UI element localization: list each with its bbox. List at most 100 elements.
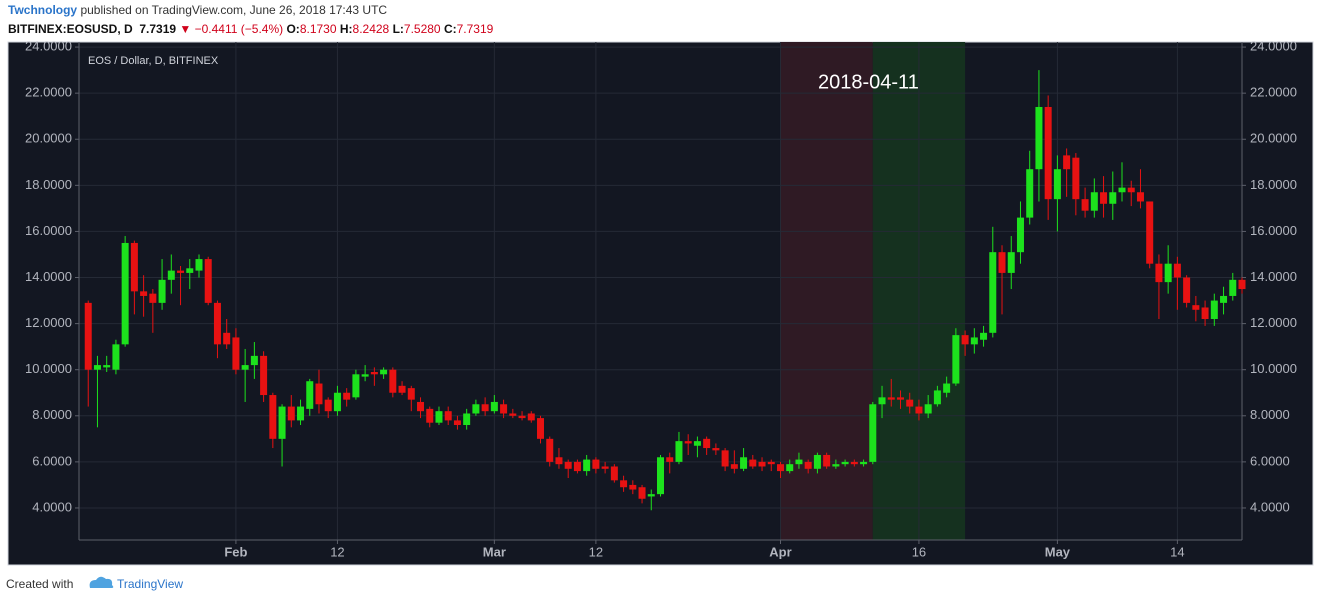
candle-body xyxy=(241,365,249,370)
candle-body xyxy=(149,293,157,303)
candle-body xyxy=(860,461,868,465)
y-tick-label: 12.0000 xyxy=(25,315,72,330)
tradingview-logo[interactable] xyxy=(89,576,114,588)
candle-body xyxy=(1173,263,1181,278)
candle-body xyxy=(980,332,988,340)
candle-body xyxy=(204,259,212,303)
candle-body xyxy=(361,374,369,377)
candle-body xyxy=(435,411,443,423)
candle-body xyxy=(841,461,849,465)
candle-body xyxy=(776,464,784,472)
candle-body xyxy=(130,242,138,292)
candle-body xyxy=(1072,157,1080,200)
candle-body xyxy=(186,268,194,273)
candle-body xyxy=(610,466,618,481)
candle-body xyxy=(1007,252,1015,273)
publish-line: Twchnology published on TradingView.com,… xyxy=(8,3,387,17)
candle-body xyxy=(1118,187,1126,193)
x-tick-label: 14 xyxy=(1170,544,1184,559)
candle-body xyxy=(490,401,498,412)
symbol: BITFINEX:EOSUSD, D xyxy=(8,22,133,36)
candle-body xyxy=(315,383,323,405)
candle-body xyxy=(758,461,766,467)
candle-body xyxy=(970,337,978,345)
candle-body xyxy=(869,404,877,462)
candle-body xyxy=(306,381,314,409)
candle-body xyxy=(398,385,406,393)
footer-brand[interactable]: TradingView xyxy=(117,577,183,591)
candle-body xyxy=(177,270,185,273)
candle-body xyxy=(1238,279,1246,290)
ohlc-label: O: xyxy=(286,22,300,36)
y-tick-label: 14.0000 xyxy=(25,269,72,284)
candle-body xyxy=(527,413,535,421)
candle-body xyxy=(500,404,508,414)
x-tick-label: Feb xyxy=(224,544,247,559)
ohlc-value: 8.1730 xyxy=(299,22,337,36)
candle-body xyxy=(1192,305,1200,310)
candle-body xyxy=(601,466,609,469)
candle-body xyxy=(93,365,101,370)
candle-body xyxy=(795,459,803,465)
candle-body xyxy=(1109,192,1117,204)
candle-body xyxy=(343,392,351,400)
candle-body xyxy=(712,448,720,451)
candle-body xyxy=(103,365,111,368)
ohlc-value: 8.2428 xyxy=(352,22,390,36)
author[interactable]: Twchnology xyxy=(8,3,78,17)
candle-body xyxy=(740,457,748,469)
highlight-band xyxy=(780,42,873,540)
candle-body xyxy=(767,461,775,465)
candle-body xyxy=(823,454,831,467)
x-tick-label: Apr xyxy=(769,544,791,559)
candle-body xyxy=(555,457,563,465)
candle-body xyxy=(417,401,425,412)
candle-body xyxy=(887,397,895,400)
candle-body xyxy=(1053,169,1061,200)
candle-body xyxy=(389,369,397,393)
candle-body xyxy=(924,404,932,414)
annotation: 2018-04-11 xyxy=(818,71,919,93)
y-tick-label: 24.0000 xyxy=(1250,39,1297,54)
candle-body xyxy=(693,441,701,446)
candle-body xyxy=(140,291,148,296)
candle-body xyxy=(370,372,378,375)
candle-body xyxy=(444,411,452,421)
candle-body xyxy=(1035,106,1043,170)
y-tick-label: 10.0000 xyxy=(25,361,72,376)
ohlc-value: 7.7319 xyxy=(456,22,494,36)
y-tick-label: 6.0000 xyxy=(1250,453,1290,468)
candle-body xyxy=(786,464,794,472)
chart-panel xyxy=(7,41,1314,566)
candle-body xyxy=(915,406,923,414)
candle-body xyxy=(1201,307,1209,319)
x-tick-label: May xyxy=(1045,544,1071,559)
candle-body xyxy=(1155,263,1163,283)
x-tick-label: 12 xyxy=(330,544,344,559)
candle-body xyxy=(1136,192,1144,202)
candle-body xyxy=(158,279,166,303)
candle-body xyxy=(1026,169,1034,218)
candle-body xyxy=(333,392,341,412)
y-tick-label: 10.0000 xyxy=(1250,361,1297,376)
ohlc-label: C: xyxy=(443,22,457,36)
candle-body xyxy=(952,335,960,384)
y-tick-label: 22.0000 xyxy=(25,85,72,100)
y-tick-label: 6.0000 xyxy=(32,453,72,468)
y-tick-label: 22.0000 xyxy=(1250,85,1297,100)
candle-body xyxy=(1100,192,1108,204)
candle-body xyxy=(1081,199,1089,211)
candle-body xyxy=(629,484,637,490)
ohlc-label: H: xyxy=(339,22,353,36)
candle-body xyxy=(1044,106,1052,200)
candle-body xyxy=(1164,263,1172,283)
y-tick-label: 18.0000 xyxy=(1250,177,1297,192)
candle-body xyxy=(620,480,628,488)
candle-body xyxy=(297,406,305,421)
ohlc-label: L: xyxy=(392,22,404,36)
candle-body xyxy=(933,390,941,405)
y-tick-label: 18.0000 xyxy=(25,177,72,192)
candle-body xyxy=(961,335,969,345)
